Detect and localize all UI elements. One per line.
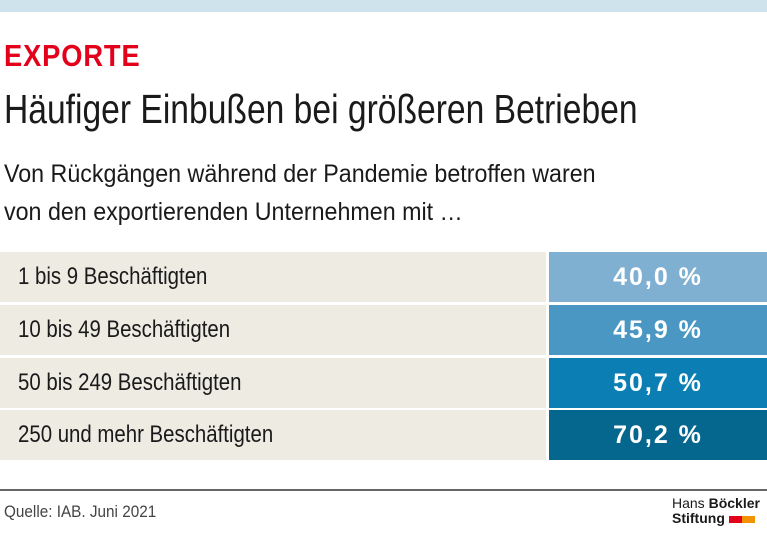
- row-value: 45,9 %: [549, 305, 767, 355]
- table-row: 10 bis 49 Beschäftigten 45,9 %: [0, 305, 767, 355]
- row-label: 50 bis 249 Beschäftigten: [18, 369, 242, 396]
- row-label-cell: 10 bis 49 Beschäftigten: [0, 305, 546, 355]
- logo-red-square: [728, 515, 742, 523]
- source-note: Quelle: IAB. Juni 2021: [4, 502, 157, 521]
- logo-text: Hans: [672, 495, 705, 511]
- logo-text: Stiftung: [672, 510, 725, 526]
- row-value: 50,7 %: [549, 358, 767, 408]
- table-row: 1 bis 9 Beschäftigten 40,0 %: [0, 252, 767, 302]
- table-row: 50 bis 249 Beschäftigten 50,7 %: [0, 358, 767, 408]
- row-value: 40,0 %: [549, 252, 767, 302]
- row-label-cell: 250 und mehr Beschäftigten: [0, 410, 546, 460]
- subtitle-line-1: Von Rückgängen während der Pandemie betr…: [4, 160, 596, 188]
- logo-text: Böckler: [708, 495, 760, 511]
- logo: Hans Böckler Stiftung: [672, 496, 760, 526]
- row-label: 250 und mehr Beschäftigten: [18, 421, 274, 448]
- row-label: 10 bis 49 Beschäftigten: [18, 316, 231, 343]
- table-row: 250 und mehr Beschäftigten 70,2 %: [0, 410, 767, 460]
- divider: [0, 489, 767, 491]
- row-label-cell: 1 bis 9 Beschäftigten: [0, 252, 546, 302]
- kicker: EXPORTE: [4, 38, 141, 73]
- row-label-cell: 50 bis 249 Beschäftigten: [0, 358, 546, 408]
- top-bar: [0, 0, 767, 12]
- row-value: 70,2 %: [549, 410, 767, 460]
- chart-title: Häufiger Einbußen bei größeren Betrieben: [4, 86, 638, 132]
- row-label: 1 bis 9 Beschäftigten: [18, 263, 208, 290]
- subtitle-line-2: von den exportierenden Unternehmen mit …: [4, 198, 463, 226]
- logo-orange-square: [741, 515, 755, 523]
